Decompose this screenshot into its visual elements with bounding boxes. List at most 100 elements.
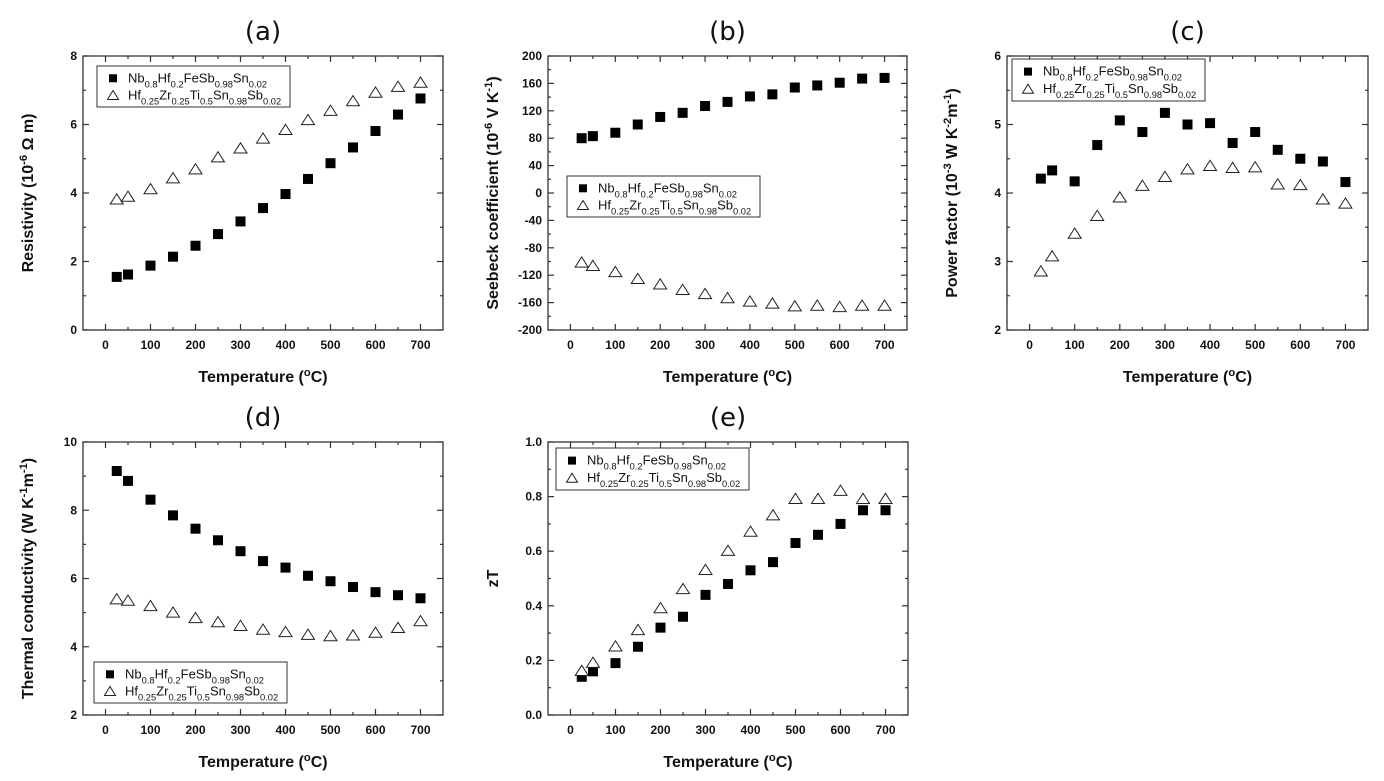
data-point-triangle <box>1157 170 1173 182</box>
y-tick-label: 160 <box>522 76 542 90</box>
text-run: Nb <box>587 453 604 468</box>
subscript: 0.98 <box>688 479 706 489</box>
data-point-triangle <box>413 76 428 88</box>
subscript: 0.02 <box>260 693 278 703</box>
data-point-square <box>348 582 358 593</box>
y-tick-label: -80 <box>525 241 543 255</box>
y-tick-label: 120 <box>522 104 542 118</box>
y-tick-label: 200 <box>522 49 542 63</box>
data-point-triangle <box>810 492 826 505</box>
data-point-square <box>857 73 868 84</box>
data-point-square <box>1137 127 1148 138</box>
subscript: 0.02 <box>1164 73 1182 83</box>
subscript: 0.98 <box>1144 90 1162 100</box>
x-tick-label: 0 <box>567 723 574 737</box>
data-point-square <box>393 109 403 120</box>
data-point-square <box>1047 165 1058 176</box>
superscript: o <box>768 367 775 379</box>
panel-title: (d) <box>245 403 282 433</box>
subscript: 0.25 <box>1056 90 1074 100</box>
x-tick-label: 700 <box>410 338 430 352</box>
data-point-square <box>722 96 733 107</box>
data-point-square <box>213 229 223 240</box>
x-tick-label: 500 <box>785 723 805 737</box>
text-run: Sn <box>1148 64 1164 79</box>
data-point-triangle <box>1202 159 1218 171</box>
y-tick-label: 2 <box>994 323 1001 337</box>
x-tick-label: 200 <box>185 723 205 737</box>
subscript: 0.98 <box>226 693 244 703</box>
x-tick-label: 100 <box>605 723 625 737</box>
series-nb-hf-fesb <box>576 72 890 144</box>
data-point-square <box>700 589 711 600</box>
text-run: Ti <box>1105 81 1115 96</box>
x-tick-label: 600 <box>830 338 850 352</box>
text-run: Zr <box>1074 81 1087 96</box>
data-point-square <box>700 101 711 112</box>
y-tick-label: 0.4 <box>525 599 542 613</box>
data-point-square <box>145 494 156 505</box>
y-tick-label: 6 <box>70 572 77 586</box>
subscript: 0.98 <box>212 675 230 685</box>
subscript: 0.02 <box>1178 90 1196 100</box>
superscript: -1 <box>942 94 954 104</box>
data-point-triangle <box>120 594 136 606</box>
data-point-square <box>1069 176 1080 187</box>
y-tick-label: 10 <box>64 435 78 449</box>
panel-title: (a) <box>245 17 281 47</box>
text-run: C) <box>311 754 328 771</box>
legend-box <box>1011 58 1206 102</box>
x-tick-label: 0 <box>567 338 574 352</box>
data-point-square <box>677 107 688 118</box>
text-run: Nb <box>125 666 142 681</box>
subscript: 0.5 <box>670 207 683 217</box>
series-hf-zr-ti-sn <box>1033 159 1353 277</box>
data-point-square <box>610 127 621 138</box>
text-run: m <box>20 473 37 487</box>
data-point-square <box>790 538 801 549</box>
text-run: Hf <box>158 70 171 85</box>
data-point-square <box>880 505 891 516</box>
legend-label: Nb0.8Hf0.2FeSb0.98Sn0.02 <box>587 453 726 472</box>
text-run: Sn <box>230 666 246 681</box>
legend-square-icon <box>1024 67 1032 76</box>
data-point-triangle <box>877 299 892 311</box>
legend-label: Hf0.25Zr0.25Ti0.5Sn0.98Sb0.02 <box>598 198 751 217</box>
y-axis-label: Power factor (10-3 W K-2m-1) <box>942 88 961 297</box>
data-point-triangle <box>855 492 871 505</box>
legend-label: Hf0.25Zr0.25Ti0.5Sn0.98Sb0.02 <box>587 470 740 489</box>
text-run: Sn <box>210 684 226 699</box>
subscript: 0.8 <box>604 462 617 472</box>
subscript: 0.98 <box>699 207 717 217</box>
y-tick-label: 0.0 <box>525 708 542 722</box>
legend-label: Nb0.8Hf0.2FeSb0.98Sn0.02 <box>1043 64 1182 83</box>
data-point-triangle <box>143 182 158 195</box>
data-point-square <box>325 158 336 169</box>
data-point-square <box>744 91 755 102</box>
data-point-triangle <box>300 628 316 640</box>
panel-c: (c) 0 100 200 300 400 500 600 700 2 3 4 5 6 Temperatur… <box>942 17 1369 386</box>
text-run: ) <box>485 76 502 81</box>
legend-box <box>93 661 288 704</box>
subscript: 0.98 <box>215 79 233 89</box>
data-point-square <box>610 658 621 669</box>
subscript: 0.5 <box>197 693 210 703</box>
legend-box <box>566 175 761 218</box>
data-point-square <box>168 251 178 262</box>
data-point-triangle <box>255 623 271 635</box>
data-point-square <box>1205 118 1216 129</box>
x-tick-label: 100 <box>140 338 160 352</box>
text-run: Zr <box>156 684 169 699</box>
legend-box <box>96 65 291 108</box>
data-point-square <box>280 189 291 200</box>
text-run: zT <box>485 569 502 587</box>
x-tick-label: 200 <box>1110 338 1130 352</box>
data-point-square <box>576 671 587 682</box>
x-tick-label: 200 <box>650 723 670 737</box>
x-tick-label: 400 <box>275 338 295 352</box>
legend-triangle-icon <box>103 685 117 697</box>
subscript: 0.2 <box>641 189 654 199</box>
data-point-square <box>235 546 246 557</box>
subscript: 0.02 <box>246 675 264 685</box>
data-point-triangle <box>854 299 870 311</box>
